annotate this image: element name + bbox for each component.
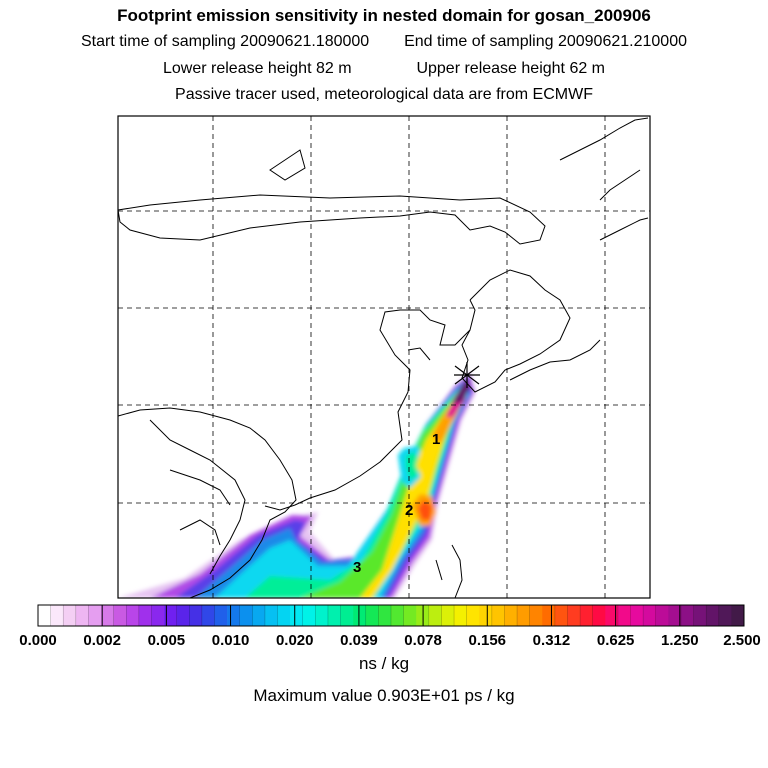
colorbar-cell — [113, 605, 127, 626]
footprint-map: 1 2 3 — [117, 115, 651, 599]
colorbar-tick-label: 1.250 — [661, 632, 699, 649]
colorbar-cell — [718, 605, 732, 626]
colorbar-cell — [239, 605, 253, 626]
graticule — [118, 116, 650, 598]
colorbar-cell — [75, 605, 89, 626]
colorbar-cell — [365, 605, 379, 626]
colorbar-cell — [50, 605, 64, 626]
colorbar-cell — [693, 605, 707, 626]
colorbar-cell — [227, 605, 241, 626]
colorbar-cells — [38, 605, 745, 626]
colorbar-tick-label: 0.005 — [147, 632, 186, 649]
colorbar-cell — [517, 605, 530, 626]
colorbar-cell — [428, 605, 442, 626]
colorbar-cell — [101, 605, 114, 626]
colorbar-cell — [164, 605, 177, 626]
colorbar-cell — [214, 605, 228, 626]
colorbar-cell — [138, 605, 152, 626]
colorbar-cell — [151, 605, 165, 626]
colorbar-cell — [378, 605, 392, 626]
release-height-line: Lower release height 82 m Upper release … — [0, 60, 768, 78]
colorbar-cell — [731, 605, 745, 626]
footprint-plume — [118, 372, 476, 598]
colorbar-cell — [630, 605, 644, 626]
colorbar-cell — [290, 605, 304, 626]
colorbar-cell — [668, 605, 682, 626]
colorbar-units: ns / kg — [358, 654, 410, 673]
trajectory-label-1: 1 — [432, 431, 440, 448]
colorbar-cell — [315, 605, 329, 626]
colorbar-cell — [592, 605, 606, 626]
colorbar-cell — [391, 605, 404, 626]
colorbar-tick-label: 0.312 — [532, 632, 571, 649]
colorbar — [37, 604, 745, 627]
colorbar-tick-label: 0.002 — [83, 632, 121, 649]
colorbar-cell — [403, 605, 417, 626]
release-site-star — [454, 362, 480, 388]
colorbar-cell — [680, 605, 694, 626]
end-time-label: End time of sampling 20090621.210000 — [404, 33, 687, 50]
colorbar-tick-label: 0.625 — [596, 632, 635, 649]
colorbar-major-ticks — [37, 605, 745, 626]
colorbar-cell — [706, 605, 720, 626]
colorbar-tick-label: 0.039 — [340, 632, 378, 649]
colorbar-cell — [327, 605, 341, 626]
colorbar-cell — [126, 605, 140, 626]
colorbar-cell — [189, 605, 203, 626]
map-frame — [117, 115, 651, 599]
colorbar-cell — [176, 605, 190, 626]
colorbar-cell — [302, 605, 316, 626]
colorbar-cell — [491, 605, 505, 626]
colorbar-cell — [580, 605, 594, 626]
sampling-time-line: Start time of sampling 20090621.180000 E… — [0, 33, 768, 51]
colorbar-cell — [479, 605, 493, 626]
colorbar-cell — [441, 605, 455, 626]
colorbar-cell — [88, 605, 102, 626]
lower-release-height-label: Lower release height 82 m — [162, 60, 352, 77]
colorbar-cell — [554, 605, 568, 626]
colorbar-cell — [353, 605, 367, 626]
colorbar-cell — [340, 605, 354, 626]
colorbar-cell — [252, 605, 266, 626]
colorbar-cell — [643, 605, 657, 626]
map-title: Footprint emission sensitivity in nested… — [117, 6, 651, 25]
start-time-label: Start time of sampling 20090621.180000 — [81, 33, 370, 50]
colorbar-cell — [38, 605, 51, 626]
colorbar-cell — [617, 605, 631, 626]
colorbar-cell — [466, 605, 480, 626]
colorbar-cell — [63, 605, 77, 626]
colorbar-cell — [454, 605, 467, 626]
colorbar-tick-label: 0.078 — [404, 632, 442, 649]
colorbar-cell — [542, 605, 556, 626]
colorbar-cell — [529, 605, 543, 626]
colorbar-tick-label: 0.000 — [19, 632, 57, 649]
colorbar-tick-label: 0.020 — [275, 632, 314, 649]
colorbar-tick-label: 0.156 — [468, 632, 507, 649]
colorbar-cell — [277, 605, 291, 626]
colorbar-tick-label: 2.500 — [723, 632, 761, 649]
colorbar-cell — [655, 605, 669, 626]
colorbar-cell — [264, 605, 278, 626]
colorbar-cell — [504, 605, 518, 626]
map-content: 1 2 3 — [118, 116, 650, 598]
colorbar-cell — [567, 605, 581, 626]
tracer-info-line: Passive tracer used, meteorological data… — [175, 86, 593, 103]
maximum-value-label: Maximum value 0.903E+01 ps / kg — [253, 686, 515, 705]
trajectory-label-3: 3 — [353, 559, 361, 576]
upper-release-height-label: Upper release height 62 m — [416, 60, 606, 77]
trajectory-label-2: 2 — [405, 502, 413, 519]
colorbar-tick-label: 0.010 — [211, 632, 250, 649]
colorbar-cell — [605, 605, 619, 626]
colorbar-cell — [201, 605, 215, 626]
